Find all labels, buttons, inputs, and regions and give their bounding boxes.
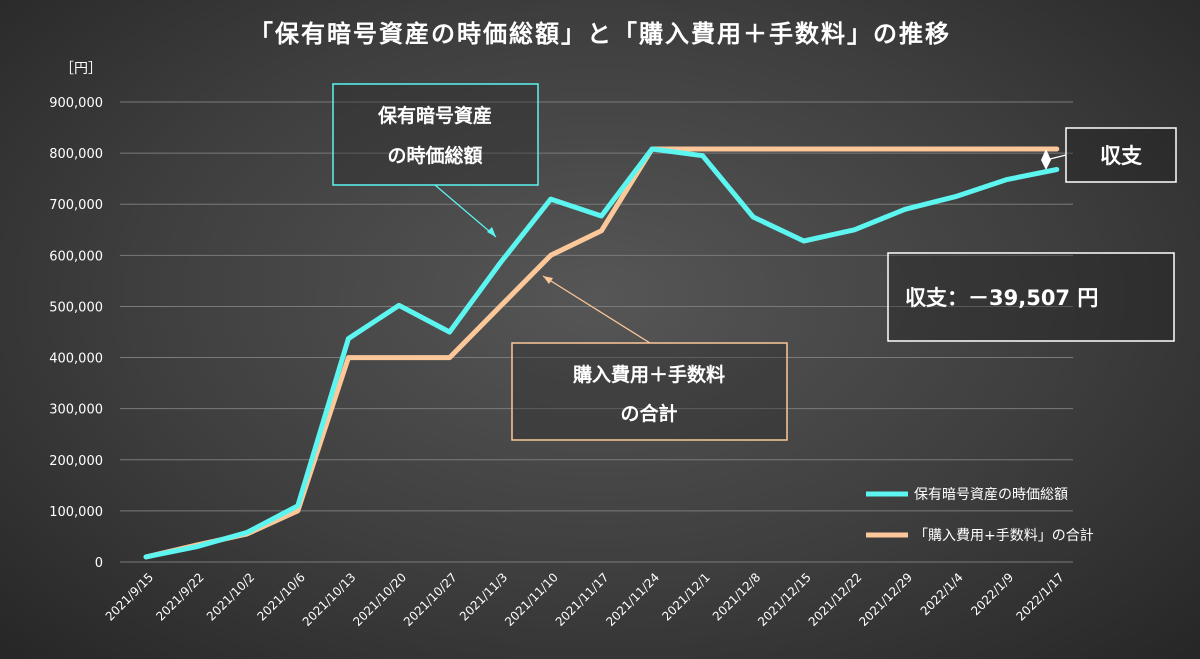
balance-label-box (1065, 127, 1177, 183)
x-tick-label: 2021/11/10 (502, 570, 561, 629)
gridlines (120, 101, 1073, 563)
balance-result-box (887, 252, 1175, 342)
y-axis-ticks: 0 100,000 200,000 300,000 400,000 500,000 600,… (49, 96, 103, 571)
balance-label: 収支 (1100, 144, 1143, 168)
x-tick-label: 2021/12/29 (856, 570, 915, 629)
x-tick-label: 2021/12/8 (710, 570, 763, 623)
series-lines (143, 146, 1060, 560)
balance-marker: 収支 (1041, 127, 1177, 183)
y-tick-label: 0 (95, 556, 103, 571)
x-tick-label: 2021/10/6 (255, 570, 308, 623)
y-tick-label: 200,000 (49, 454, 103, 469)
market-value-callout-box (332, 83, 539, 186)
x-tick-label: 2021/9/15 (103, 570, 156, 623)
y-tick-label: 300,000 (49, 403, 103, 418)
x-tick-label: 2021/12/22 (806, 570, 865, 629)
market-value-callout-line2: の時価総額 (387, 144, 482, 167)
series-line-market-value (143, 146, 1060, 560)
series-line-cost (143, 146, 1060, 560)
y-tick-label: 400,000 (49, 352, 103, 367)
x-tick-label: 2021/12/15 (755, 570, 814, 629)
x-tick-label: 2022/1/4 (918, 570, 966, 618)
cost-callout-line2: の合計 (620, 402, 677, 425)
x-tick-label: 2021/11/17 (553, 570, 612, 629)
x-tick-label: 2021/10/13 (300, 570, 359, 629)
x-tick-label: 2021/10/2 (204, 570, 257, 623)
y-tick-label: 800,000 (49, 147, 103, 162)
x-tick-label: 2021/10/20 (350, 570, 409, 629)
market-value-callout-line1: 保有暗号資産 (377, 104, 492, 127)
chart-title: 「保有暗号資産の時価総額」と「購入費用＋手数料」の推移 (249, 20, 951, 48)
y-tick-label: 900,000 (49, 96, 103, 111)
legend: 保有暗号資産の時価総額 「購入費用+手数料」の合計 (866, 487, 1094, 544)
y-tick-label: 600,000 (49, 249, 103, 264)
y-tick-label: 100,000 (49, 505, 103, 520)
legend-label-market-value: 保有暗号資産の時価総額 (914, 487, 1068, 503)
y-tick-label: 500,000 (49, 300, 103, 315)
market-value-callout: 保有暗号資産 の時価総額 (332, 83, 539, 238)
y-axis-unit: ［円］ (60, 61, 102, 77)
balance-result: 収支：－39,507 円 (887, 252, 1175, 342)
y-tick-label: 700,000 (49, 198, 103, 213)
x-axis-ticks: 2021/9/152021/9/222021/10/22021/10/62021… (103, 570, 1067, 629)
x-tick-label: 2022/1/9 (968, 570, 1016, 618)
cost-arrow-head (543, 276, 553, 284)
cost-callout-line1: 購入費用＋手数料 (573, 363, 725, 386)
x-tick-label: 2022/1/17 (1014, 570, 1067, 623)
cost-callout-box (511, 342, 788, 441)
balance-diamond-icon (1041, 149, 1051, 170)
cost-callout: 購入費用＋手数料 の合計 (511, 275, 788, 441)
x-tick-label: 2021/11/24 (603, 570, 662, 629)
market-value-callout-arrow (434, 184, 497, 238)
balance-result-text: 収支：－39,507 円 (905, 286, 1098, 310)
market-value-arrow-head (487, 227, 496, 237)
x-tick-label: 2021/12/1 (659, 570, 712, 623)
x-tick-label: 2021/11/3 (457, 570, 510, 623)
x-tick-label: 2021/9/22 (153, 570, 206, 623)
x-tick-label: 2021/10/27 (401, 570, 460, 629)
legend-label-cost: 「購入費用+手数料」の合計 (914, 528, 1094, 544)
cost-callout-arrow (542, 275, 651, 344)
